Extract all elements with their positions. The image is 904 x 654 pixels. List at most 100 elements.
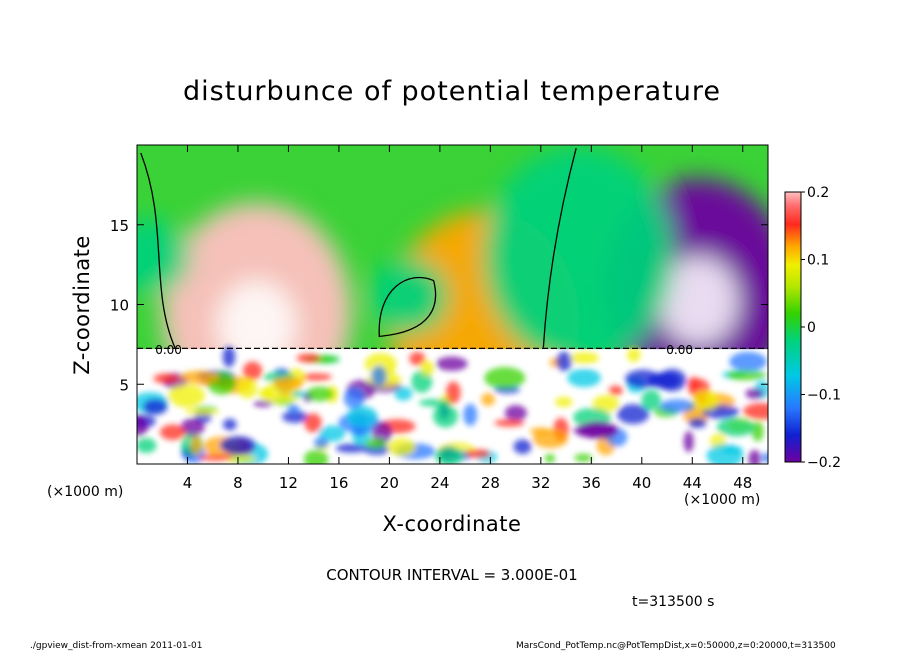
eddy xyxy=(411,370,433,393)
eddy xyxy=(555,396,573,408)
eddy xyxy=(343,387,365,409)
eddy xyxy=(726,370,767,381)
eddy xyxy=(394,386,413,401)
eddy xyxy=(197,454,234,461)
x-tick-label: 36 xyxy=(582,474,601,492)
eddy xyxy=(729,351,767,372)
eddy xyxy=(223,418,237,431)
contour-lines xyxy=(137,148,768,350)
eddy xyxy=(484,367,526,390)
eddy xyxy=(303,449,329,464)
eddy xyxy=(304,413,322,433)
colorbar-tick-label: 0.2 xyxy=(807,185,829,201)
eddy xyxy=(273,376,304,390)
eddy xyxy=(225,455,256,463)
x-axis-label: X-coordinate xyxy=(382,512,522,536)
eddy xyxy=(143,398,168,415)
x-tick-label: 4 xyxy=(183,474,193,492)
eddy xyxy=(242,361,263,381)
turbulent-eddies xyxy=(137,346,768,464)
eddy xyxy=(418,398,451,407)
eddy xyxy=(420,360,435,376)
eddy xyxy=(445,381,461,404)
x-tick-label: 44 xyxy=(683,474,702,492)
y-tick-label: 15 xyxy=(110,217,129,235)
eddy xyxy=(222,346,236,368)
time-label: t=313500 s xyxy=(632,594,715,610)
eddy xyxy=(608,385,624,396)
eddy xyxy=(688,417,707,429)
eddy xyxy=(253,400,274,407)
eddy xyxy=(371,365,387,387)
eddy xyxy=(220,436,257,455)
anomaly-blob xyxy=(137,218,190,295)
y-tick-label: 5 xyxy=(119,376,129,394)
eddy xyxy=(544,453,556,464)
eddy xyxy=(296,353,321,363)
eddy xyxy=(748,449,762,464)
footer-right: MarsCond_PotTemp.nc@PotTempDist,x=0:5000… xyxy=(516,641,836,651)
eddy xyxy=(159,424,186,440)
contour-line xyxy=(542,148,577,348)
anomaly-blobs xyxy=(137,146,768,431)
eddy xyxy=(481,393,496,407)
eddy xyxy=(387,438,416,456)
eddy xyxy=(592,395,620,413)
eddy xyxy=(137,415,149,437)
colorbar-tick-label: −0.1 xyxy=(807,388,841,404)
colorbar-gradient xyxy=(784,191,802,463)
eddy xyxy=(625,369,661,389)
eddy xyxy=(494,419,525,427)
eddy xyxy=(745,388,764,399)
eddy xyxy=(567,368,601,388)
contour-label: 0.00 xyxy=(666,343,693,357)
eddy xyxy=(573,423,616,438)
eddy xyxy=(627,347,641,363)
eddy xyxy=(692,391,719,411)
contour-line xyxy=(378,276,437,338)
eddy xyxy=(335,443,368,453)
eddy xyxy=(291,390,307,398)
x-tick-label: 12 xyxy=(279,474,298,492)
eddy xyxy=(463,403,478,426)
eddy xyxy=(504,405,527,421)
eddy xyxy=(137,437,157,454)
x-tick-label: 24 xyxy=(430,474,449,492)
eddy xyxy=(185,407,220,416)
anomaly-blob xyxy=(368,258,449,335)
eddy xyxy=(409,351,426,366)
eddy xyxy=(616,404,650,424)
colorbar-tick-label: −0.2 xyxy=(807,455,841,471)
x-tick-label: 40 xyxy=(632,474,651,492)
x-unit-right: (×1000 m) xyxy=(684,492,761,508)
colorbar: 0.2 0.1 0 −0.1 −0.2 xyxy=(784,185,841,471)
eddy xyxy=(641,389,661,411)
eddy xyxy=(153,373,180,384)
eddy xyxy=(574,453,593,462)
heatmap-field xyxy=(137,145,768,464)
anomaly-blob xyxy=(483,146,674,367)
x-tick-label: 20 xyxy=(380,474,399,492)
eddy xyxy=(281,410,309,423)
eddy xyxy=(191,435,202,455)
eddy xyxy=(751,421,764,442)
x-tick-label: 16 xyxy=(329,474,348,492)
colorbar-tick-label: 0 xyxy=(807,320,816,336)
eddy xyxy=(465,449,491,459)
anomaly-core xyxy=(658,256,739,347)
eddy xyxy=(237,378,258,399)
x-tick-label: 32 xyxy=(531,474,550,492)
eddy xyxy=(168,384,205,408)
contour-label: 0.00 xyxy=(155,343,182,357)
eddy xyxy=(556,351,573,372)
eddy xyxy=(318,425,346,442)
eddy xyxy=(364,438,387,449)
eddy xyxy=(346,405,378,428)
y-tick-label: 10 xyxy=(110,297,129,315)
eddy xyxy=(287,404,300,413)
eddy xyxy=(569,351,600,364)
eddy xyxy=(300,373,333,381)
x-tick-label: 8 xyxy=(233,474,243,492)
eddy xyxy=(532,429,568,449)
